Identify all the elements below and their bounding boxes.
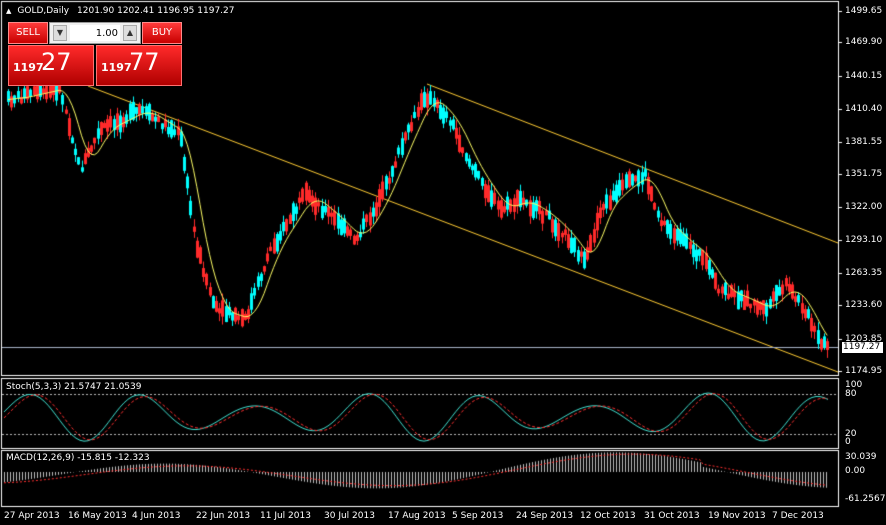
time-axis-label: 24 Sep 2013: [516, 511, 574, 521]
price-axis-label: 1263.35: [845, 268, 883, 278]
current-price-tag: 1197.27: [842, 342, 883, 353]
macd-level-label: 30.039: [845, 452, 877, 462]
lot-increase-icon[interactable]: ▲: [123, 25, 137, 41]
time-axis-label: 5 Sep 2013: [452, 511, 504, 521]
stoch-level-label: 20: [845, 429, 857, 439]
price-axis-label: 1351.75: [845, 169, 883, 179]
buy-quote-button[interactable]: 1197 77: [96, 45, 182, 86]
time-axis-label: 31 Oct 2013: [644, 511, 700, 521]
stoch-level-label: 0: [845, 437, 851, 447]
price-axis-label: 1322.00: [845, 202, 883, 212]
one-click-trading-panel: SELL ▼ ▲ BUY 1197 27 1197 77: [8, 22, 182, 86]
price-axis-label: 1381.55: [845, 137, 883, 147]
lot-size-control: ▼ ▲: [49, 22, 141, 44]
time-axis-label: 7 Dec 2013: [772, 511, 824, 521]
collapse-triangle-icon[interactable]: ▲: [6, 7, 12, 15]
buy-price-main: 77: [129, 48, 160, 76]
price-axis-label: 1469.90: [845, 37, 883, 47]
price-axis-label: 1203.85: [845, 334, 883, 344]
sell-quote-button[interactable]: 1197 27: [8, 45, 94, 86]
chart-header: ▲ GOLD,Daily 1201.90 1202.41 1196.95 1197.…: [6, 5, 234, 17]
time-axis-label: 19 Nov 2013: [708, 511, 766, 521]
stoch-level-label: 80: [845, 389, 857, 399]
stoch-level-label: 100: [845, 380, 863, 390]
price-axis-label: 1174.95: [845, 366, 883, 376]
buy-price-prefix: 1197: [101, 61, 132, 74]
price-axis-label: 1233.60: [845, 300, 883, 310]
time-axis-label: 4 Jun 2013: [132, 511, 181, 521]
time-axis-label: 30 Jul 2013: [324, 511, 375, 521]
sell-button[interactable]: SELL: [8, 22, 48, 44]
macd-header: MACD(12,26,9) -15.815 -12.323: [6, 453, 150, 463]
time-axis-label: 12 Oct 2013: [580, 511, 636, 521]
time-axis-label: 11 Jul 2013: [260, 511, 311, 521]
macd-level-label: 0.00: [845, 466, 866, 476]
buy-button[interactable]: BUY: [142, 22, 182, 44]
ohlc-values: 1201.90 1202.41 1196.95 1197.27: [77, 6, 235, 16]
lot-size-input[interactable]: [70, 25, 120, 41]
sell-price-prefix: 1197: [13, 61, 44, 74]
time-axis-label: 16 May 2013: [68, 511, 127, 521]
symbol-label: GOLD,Daily: [17, 6, 70, 16]
lot-decrease-icon[interactable]: ▼: [53, 25, 67, 41]
price-axis-label: 1440.15: [845, 71, 883, 81]
price-axis-label: 1293.10: [845, 235, 883, 245]
price-axis-label: 1499.65: [845, 6, 883, 16]
time-axis-label: 17 Aug 2013: [388, 511, 446, 521]
time-axis-label: 22 Jun 2013: [196, 511, 251, 521]
macd-level-label: -61.2567: [845, 494, 886, 504]
stochastic-header: Stoch(5,3,3) 21.5747 21.0539: [6, 382, 142, 392]
time-axis-label: 27 Apr 2013: [4, 511, 60, 521]
sell-price-main: 27: [41, 48, 72, 76]
price-axis-label: 1410.40: [845, 104, 883, 114]
